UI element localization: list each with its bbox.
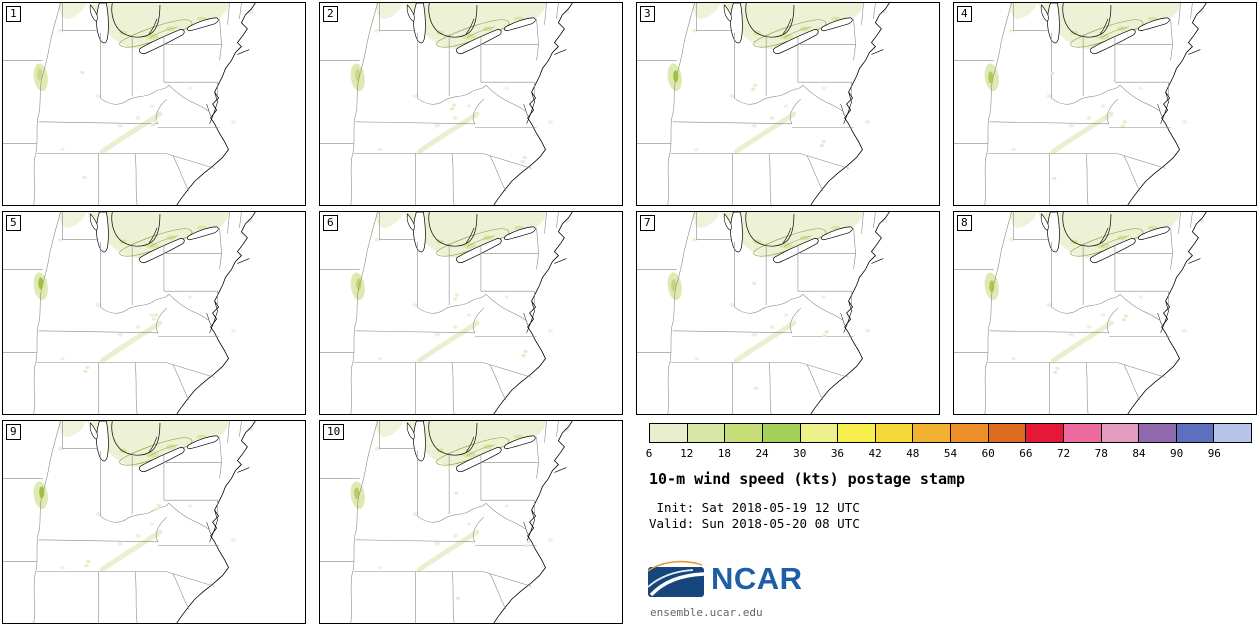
map-panel: 8: [953, 211, 1257, 415]
wind-speed-map: [320, 3, 622, 205]
colorbar-tick-label: 36: [830, 447, 845, 460]
map-panel: 9: [2, 420, 306, 624]
colorbar-tick-label: 84: [1132, 447, 1146, 460]
colorbar-tick-label: 18: [717, 447, 731, 460]
colorbar-segment: [988, 424, 1027, 442]
map-panel: 2: [319, 2, 623, 206]
member-number-label: 5: [6, 215, 21, 231]
member-number-label: 4: [957, 6, 972, 22]
legend-area: 6 12 18 24 30 36 42 48 54 60 66 72 78 84 90 96 10-m win…: [636, 420, 1257, 624]
colorbar-tick-label: 78: [1094, 447, 1108, 460]
member-number-label: 9: [6, 424, 21, 440]
colorbar-segment: [687, 424, 726, 442]
map-panel: 10: [319, 420, 623, 624]
colorbar-tick-label: 96: [1207, 447, 1221, 460]
wind-speed-map: [3, 212, 305, 414]
member-number-label: 3: [640, 6, 655, 22]
colorbar-tick-label: 54: [943, 447, 958, 460]
wind-speed-map: [637, 3, 939, 205]
map-panel: 4: [953, 2, 1257, 206]
colorbar-segment: [1101, 424, 1140, 442]
valid-time-label: Valid: Sun 2018-05-20 08 UTC: [649, 516, 860, 531]
ncar-logo-text: NCAR: [711, 561, 803, 596]
ncar-logo: NCAR: [646, 558, 803, 600]
map-panel: 3: [636, 2, 940, 206]
ncar-logo-icon: [647, 560, 705, 597]
wind-speed-map: [3, 3, 305, 205]
map-panel: 5: [2, 211, 306, 415]
colorbar-segment: [762, 424, 801, 442]
colorbar-tick-label: 90: [1170, 447, 1184, 460]
colorbar-segment: [650, 424, 688, 442]
wind-speed-map: [954, 212, 1256, 414]
colorbar-tick-label: 48: [906, 447, 920, 460]
colorbar-segment: [838, 424, 876, 442]
colorbar-segment: [1063, 424, 1102, 442]
colorbar-segment: [725, 424, 763, 442]
wind-speed-map: [954, 3, 1256, 205]
member-number-label: 2: [323, 6, 338, 22]
colorbar-segment: [1026, 424, 1064, 442]
colorbar-tick-label: 66: [1019, 447, 1033, 460]
colorbar-segment: [875, 424, 914, 442]
colorbar-segment: [1176, 424, 1215, 442]
wind-speed-map: [320, 212, 622, 414]
member-number-label: 10: [323, 424, 345, 440]
colorbar-tick-label: 6: [645, 447, 653, 460]
member-number-label: 8: [957, 215, 972, 231]
colorbar-tick-label: 12: [680, 447, 694, 460]
colorbar-tick-label: 42: [868, 447, 882, 460]
init-time-label: Init: Sat 2018-05-19 12 UTC: [649, 500, 860, 515]
colorbar-segment: [1139, 424, 1177, 442]
map-panel: 6: [319, 211, 623, 415]
colorbar-tick-label: 60: [981, 447, 995, 460]
colorbar-ticks: 6 12 18 24 30 36 42 48 54 60 66 72 78 84 90 96: [645, 447, 1252, 461]
wind-speed-map: [320, 421, 622, 623]
member-number-label: 7: [640, 215, 655, 231]
wind-speed-map: [3, 421, 305, 623]
site-url-label: ensemble.ucar.edu: [650, 606, 763, 619]
colorbar-segment: [1214, 424, 1251, 442]
colorbar-segment: [951, 424, 989, 442]
colorbar: [649, 423, 1252, 443]
member-number-label: 6: [323, 215, 338, 231]
colorbar-segment: [800, 424, 839, 442]
colorbar-tick-label: 24: [755, 447, 769, 460]
colorbar-tick-label: 30: [793, 447, 807, 460]
member-number-label: 1: [6, 6, 21, 22]
plot-title: 10-m wind speed (kts) postage stamp: [649, 470, 966, 488]
map-panel: 7: [636, 211, 940, 415]
wind-speed-map: [637, 212, 939, 414]
map-panel: 1: [2, 2, 306, 206]
colorbar-segment: [913, 424, 951, 442]
colorbar-tick-label: 72: [1056, 447, 1071, 460]
